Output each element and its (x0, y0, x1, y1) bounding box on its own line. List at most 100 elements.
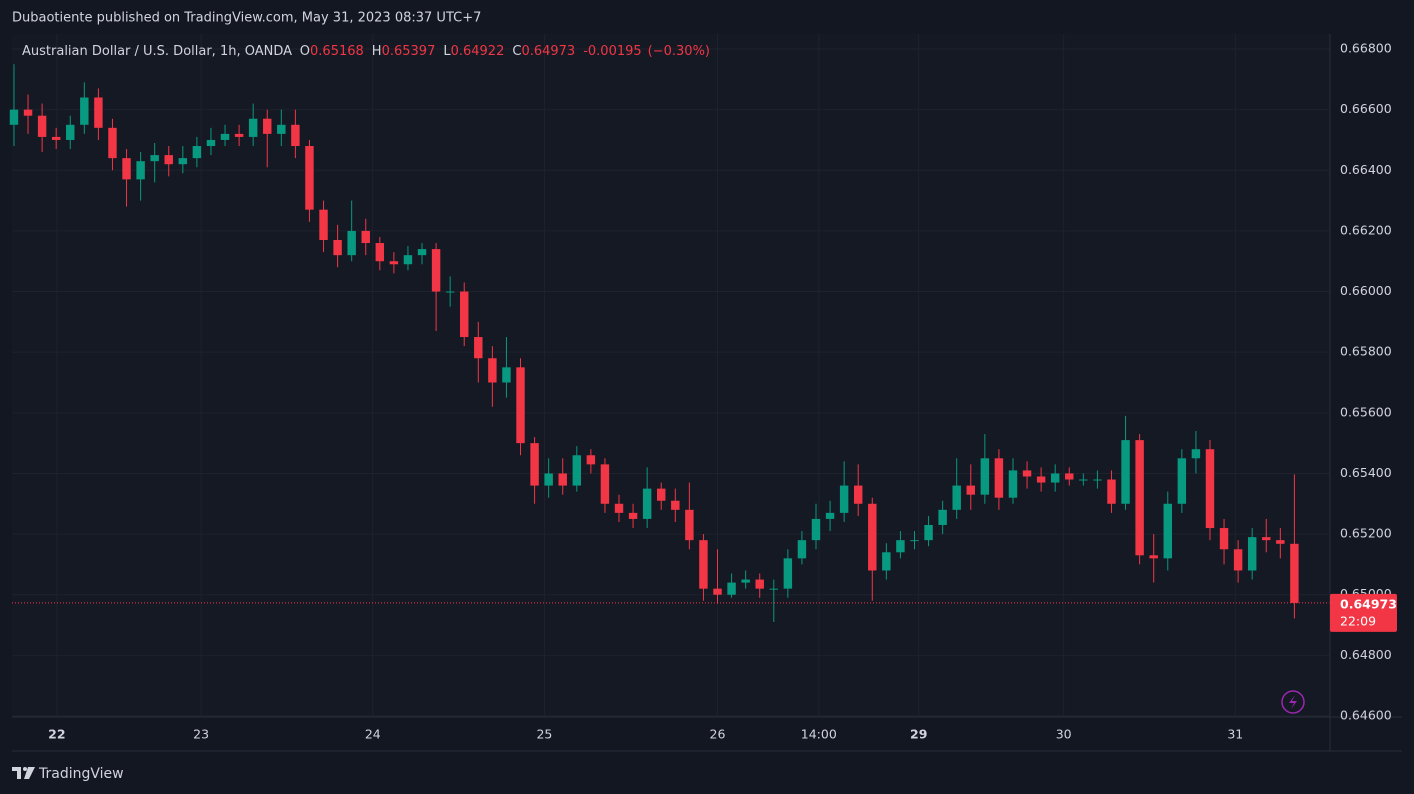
change-percent: (−0.30%) (648, 44, 710, 59)
candle-body (445, 291, 455, 293)
candle-body (108, 127, 117, 159)
candle-body (530, 443, 539, 486)
candle-body (628, 512, 638, 519)
candle-body (1262, 537, 1271, 541)
candle-body (952, 485, 961, 510)
candle-body (1276, 540, 1285, 544)
candle-body (1065, 473, 1074, 480)
alert-icon[interactable] (1281, 690, 1305, 714)
symbol-legend: Australian Dollar / U.S. Dollar, 1h, OAN… (22, 44, 710, 59)
footer-logo (12, 767, 35, 779)
candle-body (1022, 470, 1032, 477)
y-tick-label: 0.66000 (1340, 283, 1392, 298)
candle-body (572, 455, 582, 486)
candle-body (853, 485, 863, 504)
candle-body (938, 509, 947, 525)
candle-body (122, 158, 131, 180)
candle-body (150, 155, 159, 162)
x-tick-label: 24 (365, 727, 381, 742)
candle-body (868, 503, 877, 571)
candle-body (389, 261, 399, 265)
ohlc-label: C (512, 44, 521, 59)
candle-body (769, 588, 779, 590)
candle-body (460, 291, 469, 338)
candle-body (66, 124, 75, 140)
ohlc-value: 0.64973 (521, 44, 575, 59)
candle-body (671, 500, 680, 510)
x-tick-label: 31 (1227, 727, 1243, 742)
candle-body (502, 367, 511, 383)
candle-body (755, 579, 764, 589)
x-tick-label: 26 (710, 727, 726, 742)
y-tick-label: 0.66600 (1340, 101, 1392, 116)
candle-body (136, 161, 145, 180)
candle-body (642, 488, 652, 519)
candle-body (1093, 479, 1102, 481)
candle-body (1290, 543, 1299, 603)
last-price-box (1330, 593, 1397, 632)
change: -0.00195 (583, 44, 641, 59)
candle-body (192, 146, 202, 159)
candle-body (896, 540, 905, 553)
candle-body (544, 473, 553, 486)
candle-body (1079, 479, 1088, 481)
candle-body (51, 136, 61, 140)
candle-body (319, 209, 328, 241)
candle-body (164, 155, 173, 165)
candle-body (1050, 473, 1060, 483)
alert-icon-bolt (1289, 695, 1297, 709)
candle-body (94, 97, 103, 128)
candle-body (1149, 555, 1158, 559)
candle-body (178, 158, 188, 165)
candle-body (811, 518, 821, 541)
candle-body (1121, 440, 1130, 504)
ohlc-label: L (443, 44, 451, 59)
candle-body (1191, 449, 1201, 459)
y-tick-label: 0.64600 (1340, 708, 1392, 723)
candle-body (474, 337, 483, 359)
symbol: Australian Dollar / U.S. Dollar, 1h, OAN… (22, 44, 292, 59)
candle-body (248, 118, 258, 137)
candle-body (1247, 537, 1257, 571)
candle-body (431, 249, 441, 292)
countdown-label: 22:09 (1340, 613, 1376, 628)
candle-body (797, 540, 807, 559)
candle-body (994, 458, 1004, 498)
candle-body (614, 503, 624, 513)
candle-body (1219, 528, 1229, 550)
ohlc-label: O (300, 44, 310, 59)
candle-body (347, 230, 356, 256)
ohlc-label: H (372, 44, 382, 59)
y-tick-label: 0.66800 (1340, 41, 1392, 56)
y-tick-label: 0.66400 (1340, 162, 1392, 177)
candle-body (1177, 458, 1187, 504)
plot-area (12, 34, 1330, 717)
candle-body (825, 512, 835, 519)
axis-corner (1331, 718, 1411, 750)
candle-body (713, 588, 722, 595)
candle-body (305, 146, 314, 210)
candle-body (1036, 476, 1046, 483)
candle-body (375, 243, 385, 262)
x-tick-label: 25 (536, 727, 552, 742)
last-price-label: 0.64973 (1340, 596, 1397, 611)
candle-body (656, 488, 666, 501)
candle-body (417, 249, 427, 256)
y-tick-label: 0.65800 (1340, 344, 1392, 359)
candle-body (699, 540, 708, 589)
labels: 0.66800 0.66600 0.66400 0.66200 0.66000 0.658… (48, 41, 1397, 742)
y-tick-label: 0.65400 (1340, 465, 1392, 480)
candle-body (966, 485, 975, 495)
candle-body (1233, 549, 1243, 571)
candle-body (558, 473, 567, 486)
candle-body (910, 540, 919, 542)
candle-body (220, 133, 230, 140)
candle-body (263, 118, 272, 134)
candle-body (80, 97, 89, 125)
candle-body (783, 558, 793, 589)
candle-body (741, 579, 750, 583)
candle-body (1107, 479, 1116, 504)
ohlc-value: 0.65168 (310, 44, 364, 59)
